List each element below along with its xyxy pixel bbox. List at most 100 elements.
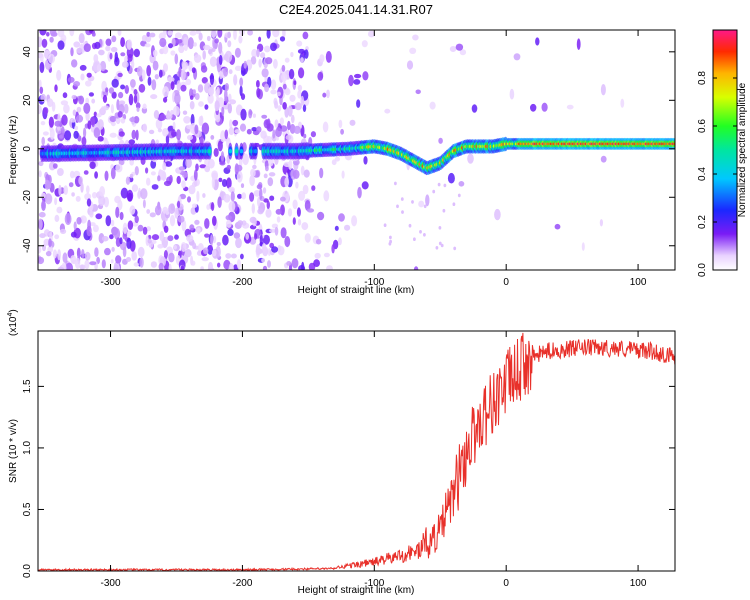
noise-speckle [362, 71, 369, 81]
colorbar-ticks: 0.0 0.2 0.4 0.6 0.8 [697, 71, 737, 277]
noise-speckle [383, 223, 387, 227]
noise-speckle [81, 136, 87, 147]
noise-speckle [204, 165, 211, 173]
noise-speckle [356, 99, 361, 108]
snr-ticks: -300 -200 -100 0 100 0.0 0.5 1.0 1.5 [22, 331, 675, 589]
noise-speckle [109, 132, 117, 138]
noise-speckle [151, 184, 159, 190]
noise-speckle [256, 87, 261, 98]
noise-speckle [331, 159, 337, 166]
snr-series-line [38, 332, 675, 571]
noise-speckle [301, 222, 309, 231]
noise-speckle [131, 129, 137, 140]
ridge-core [207, 149, 212, 154]
noise-speckle [443, 183, 447, 188]
noise-speckle [158, 32, 166, 40]
noise-speckle [225, 215, 232, 221]
noise-speckle [128, 139, 136, 145]
noise-speckle [153, 110, 160, 119]
noise-speckle [89, 222, 96, 227]
noise-speckle [146, 177, 151, 186]
noise-speckle [283, 161, 291, 168]
noise-speckle [261, 243, 267, 253]
noise-speckle [181, 180, 186, 189]
noise-speckle [110, 104, 114, 114]
noise-speckle [256, 184, 263, 190]
noise-speckle [258, 36, 262, 42]
noise-speckle [120, 118, 126, 124]
noise-speckle [256, 48, 260, 58]
noise-speckle [251, 127, 257, 132]
noise-speckle [265, 57, 273, 65]
noise-speckle [84, 259, 90, 270]
noise-speckle [207, 93, 214, 104]
noise-speckle [163, 180, 172, 187]
noise-speckle [509, 88, 515, 100]
noise-speckle [354, 73, 362, 79]
noise-speckle [118, 131, 125, 137]
noise-speckle [75, 195, 81, 202]
noise-speckle [174, 207, 179, 219]
noise-speckle [122, 232, 128, 240]
noise-speckle [159, 113, 166, 121]
noise-speckle [129, 117, 136, 123]
noise-speckle [334, 225, 339, 231]
noise-speckle [48, 238, 52, 248]
noise-speckle [267, 260, 271, 268]
noise-speckle [284, 236, 291, 248]
noise-speckle [168, 252, 175, 263]
noise-speckle [117, 111, 123, 118]
noise-speckle [181, 62, 187, 71]
noise-speckle [180, 242, 187, 252]
noise-speckle [455, 43, 464, 51]
noise-speckle [219, 161, 226, 166]
noise-speckle [168, 263, 172, 270]
noise-speckle [217, 262, 221, 268]
noise-speckle [459, 49, 467, 56]
noise-speckle [201, 77, 208, 84]
noise-speckle [447, 172, 455, 184]
noise-speckle [89, 161, 96, 169]
noise-speckle [300, 95, 305, 106]
noise-speckle [109, 52, 113, 60]
ridge-core [234, 149, 239, 154]
noise-speckle [97, 119, 104, 130]
x-tick-label: -300 [101, 578, 121, 589]
noise-speckle [117, 72, 123, 78]
noise-speckle [61, 114, 68, 126]
noise-speckle [115, 163, 123, 173]
noise-speckle [349, 119, 356, 126]
noise-speckle [296, 207, 301, 217]
x-tick-label: -200 [232, 277, 252, 288]
noise-speckle [193, 169, 198, 181]
noise-speckle [165, 112, 173, 120]
noise-speckle [287, 208, 293, 217]
noise-speckle [227, 40, 232, 48]
noise-speckle [91, 98, 96, 104]
noise-speckle [85, 111, 90, 122]
noise-speckle [227, 228, 234, 236]
noise-speckle [361, 40, 368, 48]
noise-speckle [54, 120, 62, 127]
noise-speckle [494, 208, 501, 221]
noise-speckle [218, 41, 223, 54]
noise-speckle [250, 56, 257, 65]
noise-speckle [93, 111, 97, 117]
noise-speckle [209, 73, 215, 85]
noise-speckle [311, 185, 316, 191]
noise-speckle [74, 125, 79, 131]
noise-speckle [54, 197, 58, 206]
noise-speckle [228, 127, 235, 136]
colorbar-tick-label: 0.8 [697, 71, 708, 85]
noise-speckle [150, 261, 157, 268]
x-tick-label: -100 [364, 277, 384, 288]
noise-speckle [242, 153, 249, 166]
noise-speckle [303, 169, 310, 178]
noise-speckle [270, 42, 277, 52]
noise-speckle [467, 153, 474, 164]
noise-speckle [301, 261, 305, 270]
noise-speckle [129, 205, 136, 215]
noise-speckle [126, 189, 134, 202]
noise-speckle [272, 129, 276, 139]
